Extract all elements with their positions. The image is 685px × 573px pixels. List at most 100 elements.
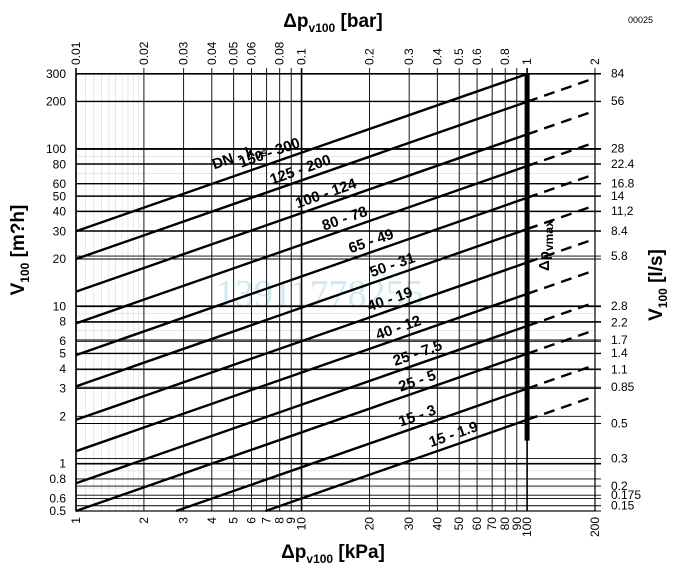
x-bottom-tick-3: 3 xyxy=(177,517,191,524)
x-bottom-tick-10: 10 xyxy=(295,517,309,531)
y-left-tick-300: 300 xyxy=(46,67,66,81)
curve-dashed-15-3 xyxy=(526,363,596,390)
x-top-title: Δpv100 [bar] xyxy=(283,11,382,35)
x-bottom-title: Δpv100 [kPa] xyxy=(281,542,385,566)
y-right-tick-0-5: 0.5 xyxy=(611,416,628,430)
y-left-tick-60: 60 xyxy=(53,177,67,191)
x-bottom-tick-90: 90 xyxy=(510,517,524,531)
y-right-tick-0-15: 0.15 xyxy=(611,499,635,513)
curve-15-3 xyxy=(175,387,528,513)
y-right-tick-11-2: 11,2 xyxy=(611,204,634,218)
y-left-tick-20: 20 xyxy=(53,252,67,266)
y-left-tick-200: 200 xyxy=(46,95,66,109)
plot-frame xyxy=(75,73,596,512)
x-top-tick-0-03: 0.03 xyxy=(177,41,191,65)
y-left-tick-4: 4 xyxy=(59,362,66,376)
figure-code: 00025 xyxy=(628,15,653,25)
x-bottom-tick-6: 6 xyxy=(245,517,259,524)
y-left-tick-1: 1 xyxy=(59,457,66,471)
x-top-tick-0-02: 0.02 xyxy=(137,41,151,65)
y-right-tick-5-8: 5.8 xyxy=(611,249,628,263)
x-bottom-tick-50: 50 xyxy=(452,517,466,531)
x-top-tick-0-05: 0.05 xyxy=(227,41,241,65)
x-top-tick-2: 2 xyxy=(588,58,602,65)
x-top-tick-1: 1 xyxy=(520,58,534,65)
curve-15-1-9 xyxy=(265,418,528,513)
y-right-tick-1-7: 1.7 xyxy=(611,333,628,347)
x-top-tick-0-2: 0.2 xyxy=(362,48,376,65)
x-top-tick-0-04: 0.04 xyxy=(205,41,219,65)
y-left-tick-100: 100 xyxy=(46,142,66,156)
y-left-tick-0-6: 0.6 xyxy=(49,492,66,506)
curve-50-31 xyxy=(75,227,528,388)
y-right-tick-16-8: 16.8 xyxy=(611,176,635,190)
curve-dashed-40-19 xyxy=(526,237,596,264)
curve-150-300 xyxy=(75,72,528,233)
x-bottom-tick-100: 100 xyxy=(520,517,534,537)
x-bottom-tick-7: 7 xyxy=(260,517,274,524)
y-right-tick-8-4: 8.4 xyxy=(611,224,628,238)
curve-dashed-100-124 xyxy=(526,109,596,136)
curve-dashed-25-5 xyxy=(526,328,596,355)
y-right-tick-0-3: 0.3 xyxy=(611,451,628,465)
y-right-tick-0-175: 0.175 xyxy=(611,488,641,502)
x-bottom-tick-200: 200 xyxy=(588,517,602,537)
y-right-tick-2-8: 2.8 xyxy=(611,299,628,313)
y-right-tick-14: 14 xyxy=(611,189,625,203)
y-left-tick-6: 6 xyxy=(59,334,66,348)
y-right-tick-0-2: 0.2 xyxy=(611,479,628,493)
series-header: DN - kvs xyxy=(210,139,269,176)
x-top-tick-0-4: 0.4 xyxy=(430,48,444,65)
curve-40-19 xyxy=(75,261,528,421)
curve-dashed-50-31 xyxy=(526,204,596,231)
x-bottom-tick-30: 30 xyxy=(402,517,416,531)
kvs-curves xyxy=(75,72,596,513)
y-right-tick-0-85: 0.85 xyxy=(611,380,635,394)
y-right-title: V100 [l/s] xyxy=(646,249,670,321)
y-left-tick-3: 3 xyxy=(59,382,66,396)
curve-80-78 xyxy=(75,164,528,325)
y-right-tick-56: 56 xyxy=(611,94,625,108)
curve-65-49 xyxy=(75,196,528,357)
x-top-tick-0-1: 0.1 xyxy=(295,48,309,65)
x-top-tick-0-8: 0.8 xyxy=(498,48,512,65)
y-right-tick-22-4: 22.4 xyxy=(611,157,635,171)
curve-25-5 xyxy=(75,352,528,513)
x-bottom-tick-1: 1 xyxy=(69,517,83,524)
x-bottom-tick-60: 60 xyxy=(470,517,484,531)
y-right-tick-2-2: 2.2 xyxy=(611,315,628,329)
x-top-tick-0-01: 0.01 xyxy=(69,41,83,65)
x-bottom-tick-5: 5 xyxy=(227,517,241,524)
x-top-tick-0-6: 0.6 xyxy=(470,48,484,65)
y-left-tick-30: 30 xyxy=(53,224,67,238)
curve-dashed-65-49 xyxy=(526,172,596,199)
x-top-tick-0-3: 0.3 xyxy=(402,48,416,65)
y-left-title: V100 [m?h] xyxy=(8,205,32,296)
x-bottom-tick-2: 2 xyxy=(137,517,151,524)
y-left-tick-50: 50 xyxy=(53,189,67,203)
curve-125-200 xyxy=(75,100,528,261)
curve-dashed-25-7-5 xyxy=(526,301,596,328)
x-top-tick-0-08: 0.08 xyxy=(273,41,287,65)
x-top-tick-0-5: 0.5 xyxy=(452,48,466,65)
y-left-tick-0-8: 0.8 xyxy=(49,472,66,486)
y-left-tick-5: 5 xyxy=(59,347,66,361)
curve-40-12 xyxy=(75,292,528,453)
curve-100-124 xyxy=(75,133,528,293)
y-left-tick-10: 10 xyxy=(53,299,67,313)
curve-25-7-5 xyxy=(75,324,528,485)
y-right-tick-84: 84 xyxy=(611,66,625,80)
x-bottom-tick-80: 80 xyxy=(498,517,512,531)
y-right-tick-1-4: 1.4 xyxy=(611,346,628,360)
max-pressure-label: Δpvmax xyxy=(536,220,556,271)
x-bottom-tick-9: 9 xyxy=(284,517,298,524)
x-bottom-tick-70: 70 xyxy=(485,517,499,531)
curve-dashed-40-12 xyxy=(526,269,596,296)
x-bottom-tick-4: 4 xyxy=(205,517,219,524)
curve-dashed-80-78 xyxy=(526,141,596,168)
x-bottom-tick-40: 40 xyxy=(430,517,444,531)
curve-dashed-15-1-9 xyxy=(526,394,596,421)
y-right-tick-28: 28 xyxy=(611,142,625,156)
